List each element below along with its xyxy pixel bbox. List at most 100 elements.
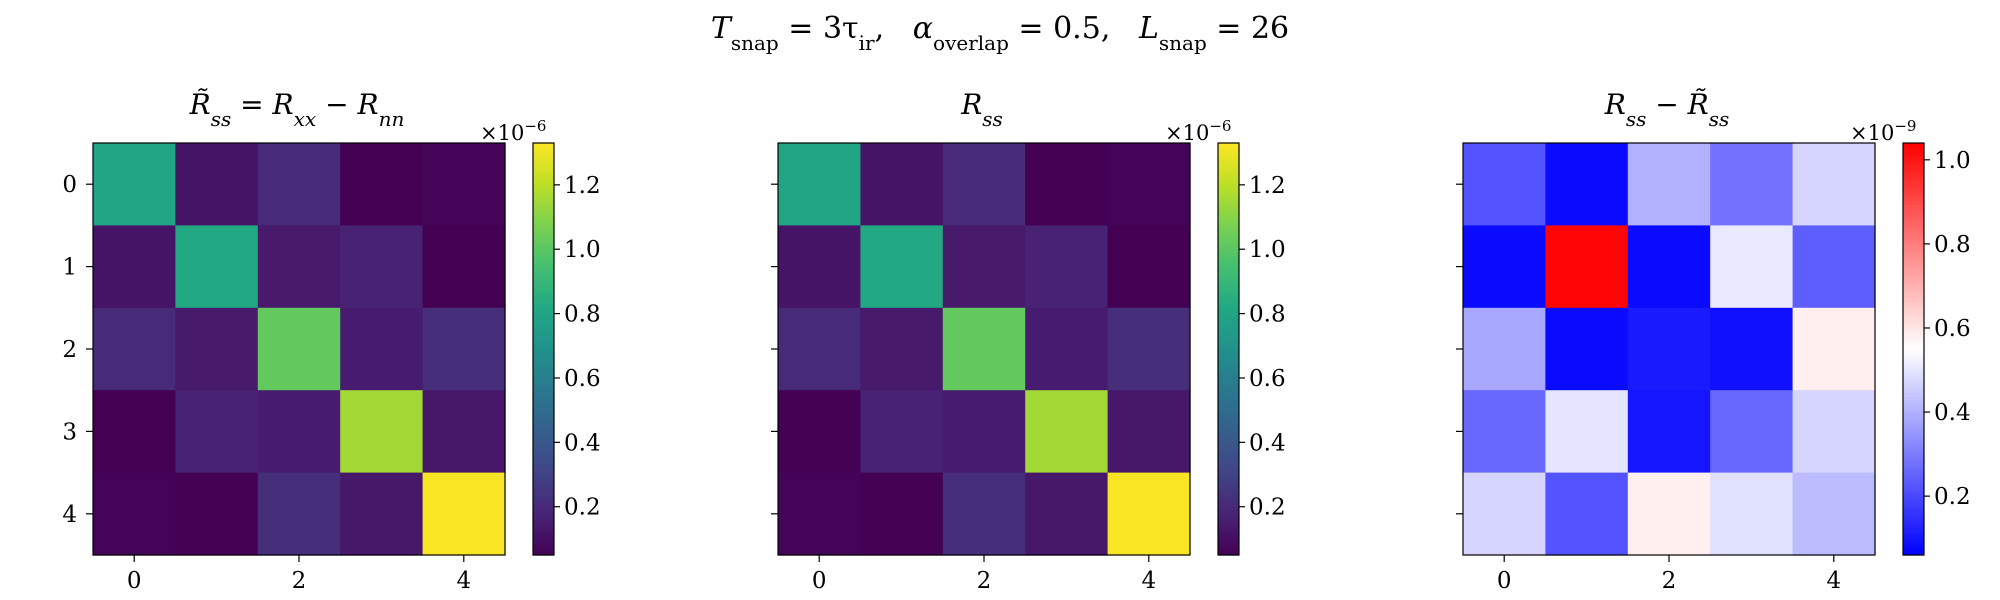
colorbar-1-segment [533, 318, 554, 323]
colorbar-2-segment [1218, 249, 1239, 254]
colorbar-2-segment [1218, 318, 1239, 323]
colorbar-2-segment [1218, 342, 1239, 347]
colorbar-2-segment [1218, 403, 1239, 408]
colorbar-1-segment [533, 486, 554, 491]
colorbar-1-segment [533, 270, 554, 275]
colorbar-2-segment [1218, 393, 1239, 398]
colorbar-2-segment [1218, 167, 1239, 172]
heatmap-3-cell-0-0 [1463, 143, 1546, 226]
colorbar-2-segment [1218, 146, 1239, 151]
colorbar-1: 0.2 0.4 0.6 0.8 1.0 1.2 [532, 142, 601, 556]
colorbar-3-segment [1903, 197, 1924, 202]
colorbar-2-segment [1218, 221, 1239, 226]
heatmap-3-cell-4-4 [1792, 472, 1876, 556]
colorbar-3-segment [1903, 355, 1924, 360]
heatmap-1-cell-2-4 [422, 307, 506, 391]
heatmap-2-cell-1-1 [860, 225, 944, 309]
colorbar-3-segment [1903, 438, 1924, 443]
colorbar-1-segment [533, 297, 554, 302]
heatmap-3-cell-1-4 [1792, 225, 1876, 309]
colorbar-3-segment [1903, 314, 1924, 319]
colorbar-1-segment [533, 256, 554, 261]
colorbar-1-segment [533, 187, 554, 192]
colorbar-3-segment [1903, 441, 1924, 446]
heatmap-3-cell-2-4 [1792, 307, 1876, 391]
heatmap-1-cell-4-4 [422, 472, 506, 556]
colorbar-1-segment [533, 438, 554, 443]
heatmap-2-cell-3-2 [942, 390, 1026, 474]
colorbar-1-segment [533, 496, 554, 501]
colorbar-3-multiplier: ×10−9 [1850, 117, 1916, 145]
heatmap-3-cell-0-4 [1792, 143, 1876, 226]
colorbar-1-segment [533, 331, 554, 336]
heatmap-3-cell-0-2 [1627, 143, 1711, 226]
colorbar-1-segment [533, 149, 554, 154]
colorbar-3-segment [1903, 225, 1924, 230]
heatmap-2-cell-2-2 [942, 307, 1026, 391]
heatmap-1-cell-2-3 [340, 307, 424, 391]
colorbar-1-segment [533, 400, 554, 405]
colorbar-3-segment [1903, 307, 1924, 312]
figure-suptitle: Tsnap = 3τir, αoverlap = 0.5, Lsnap = 26 [711, 11, 1289, 55]
colorbar-3-segment [1903, 537, 1924, 542]
colorbar-2-segment [1218, 544, 1239, 549]
colorbar-3-segment [1903, 407, 1924, 412]
colorbar-2-segment [1218, 530, 1239, 535]
colorbar-2-segment [1218, 421, 1239, 426]
heatmap-1-cell-1-0 [93, 225, 176, 309]
colorbar-1-segment [533, 383, 554, 388]
colorbar-2-segment [1218, 527, 1239, 532]
heatmap-2-cell-4-0 [778, 472, 861, 556]
colorbar-1-segment [533, 503, 554, 508]
colorbar-1-segment [533, 352, 554, 357]
heatmap-1-xtick-label: 4 [456, 568, 471, 594]
heatmap-2-cell-3-4 [1107, 390, 1191, 474]
colorbar-2-segment [1218, 211, 1239, 216]
colorbar-2-tick-label: 1.2 [1249, 173, 1286, 199]
colorbar-2-segment [1218, 259, 1239, 264]
colorbar-1-segment [533, 397, 554, 402]
colorbar-2-segment [1218, 510, 1239, 515]
colorbar-3-segment [1903, 421, 1924, 426]
colorbar-3-segment [1903, 177, 1924, 182]
heatmap-1-cell-2-0 [93, 307, 176, 391]
colorbar-2-segment [1218, 506, 1239, 511]
colorbar-1-segment [533, 294, 554, 299]
colorbar-1-segment [533, 263, 554, 268]
colorbar-3-segment [1903, 482, 1924, 487]
heatmap-1-cell-4-1 [175, 472, 259, 556]
colorbar-1-segment [533, 314, 554, 319]
colorbar-2-segment [1218, 390, 1239, 395]
colorbar-2-segment [1218, 273, 1239, 278]
colorbar-3-segment [1903, 513, 1924, 518]
heatmap-1-cell-2-1 [175, 307, 259, 391]
colorbar-3-segment [1903, 493, 1924, 498]
heatmap-3-cell-0-1 [1545, 143, 1629, 226]
heatmap-3-cell-1-1 [1545, 225, 1629, 309]
colorbar-1-segment [533, 403, 554, 408]
colorbar-1-segment [533, 479, 554, 484]
colorbar-2-segment [1218, 228, 1239, 233]
colorbar-3-segment [1903, 544, 1924, 549]
colorbar-1-segment [533, 191, 554, 196]
heatmap-1-xtick-label: 2 [292, 568, 307, 594]
colorbar-3-segment [1903, 273, 1924, 278]
colorbar-2-segment [1218, 280, 1239, 285]
heatmap-3-cell-2-2 [1627, 307, 1711, 391]
colorbar-3-segment [1903, 324, 1924, 329]
heatmap-3-cell-2-3 [1710, 307, 1794, 391]
colorbar-3-segment [1903, 476, 1924, 481]
heatmap-3-cell-1-2 [1627, 225, 1711, 309]
colorbar-2-segment [1218, 541, 1239, 546]
colorbar-1-segment [533, 215, 554, 220]
colorbar-3-segment [1903, 294, 1924, 299]
colorbar-3-segment [1903, 218, 1924, 223]
colorbar-2: 0.2 0.4 0.6 0.8 1.0 1.2 [1217, 142, 1286, 556]
colorbar-3-segment [1903, 204, 1924, 209]
colorbar-2-segment [1218, 493, 1239, 498]
colorbar-3-segment [1903, 500, 1924, 505]
colorbar-1-segment [533, 534, 554, 539]
colorbar-2-segment [1218, 551, 1239, 556]
colorbar-3-segment [1903, 462, 1924, 467]
colorbar-1-segment [533, 369, 554, 374]
